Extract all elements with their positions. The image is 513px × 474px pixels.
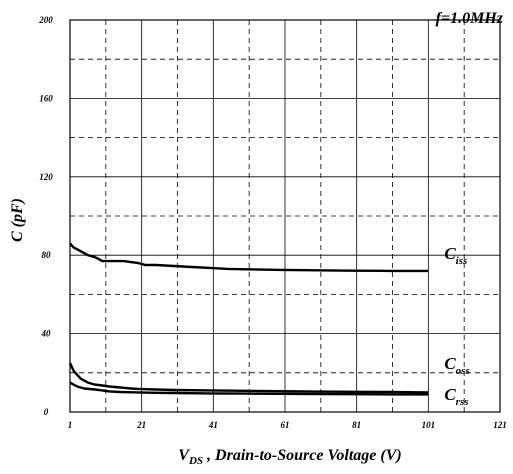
y-tick-label: 40: [41, 329, 52, 339]
plot-frame: [69, 19, 501, 413]
y-tick-label: 0: [44, 407, 49, 417]
x-tick-label: 121: [493, 420, 507, 430]
x-tick-labels: 1 21 41 61 81 101 121: [68, 420, 507, 430]
series-label-iss: Ciss: [444, 244, 467, 267]
x-axis-title: VDS , Drain-to-Source Voltage (V): [178, 447, 401, 467]
y-tick-label: 200: [38, 15, 53, 25]
series-label-sub: rss: [456, 396, 469, 408]
x-tick-label: 81: [352, 420, 361, 430]
curves: [68, 242, 429, 396]
series-label-sub: oss: [456, 365, 470, 377]
series-line-iss: [69, 242, 429, 273]
series-label-oss: Coss: [444, 354, 469, 377]
y-tick-labels: 0 40 80 120 160 200: [38, 15, 53, 417]
x-tick-label: 41: [208, 420, 218, 430]
x-axis-title-subscript: DS: [188, 455, 203, 467]
x-axis-title-rest: , Drain-to-Source Voltage (V): [203, 447, 402, 464]
series-label-sub: iss: [456, 255, 468, 267]
series-label-main: C: [444, 244, 456, 263]
series-line-oss: [68, 362, 429, 394]
x-tick-label: 61: [281, 420, 290, 430]
x-tick-label: 21: [136, 420, 146, 430]
x-axis-title-prefix: V: [178, 447, 190, 464]
x-tick-label: 101: [422, 420, 436, 430]
series-label-main: C: [444, 385, 456, 404]
x-tick-label: 1: [68, 420, 73, 430]
grid: [69, 19, 501, 413]
series-label-main: C: [444, 354, 456, 373]
series-label-rss: Crss: [444, 385, 468, 408]
y-tick-label: 120: [39, 172, 53, 182]
series-line-rss: [69, 381, 429, 396]
y-tick-label: 80: [42, 250, 52, 260]
y-tick-label: 160: [39, 93, 53, 103]
frequency-annotation: f=1.0MHz: [436, 10, 504, 27]
y-axis-title: C (pF): [9, 198, 26, 242]
